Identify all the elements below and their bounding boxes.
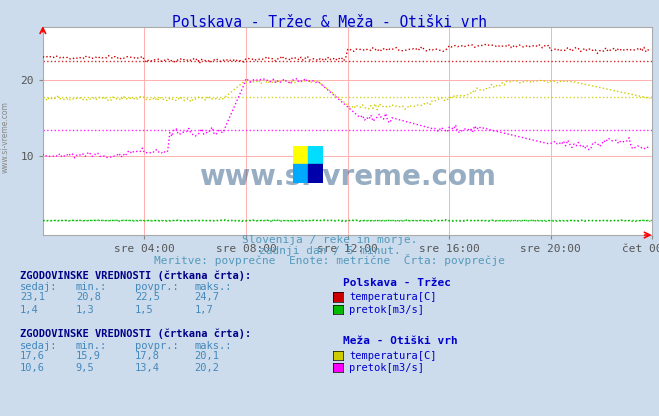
Bar xyxy=(308,164,323,183)
Text: 20,8: 20,8 xyxy=(76,292,101,302)
Text: 20,1: 20,1 xyxy=(194,351,219,361)
Text: 22,5: 22,5 xyxy=(135,292,160,302)
Text: povpr.:: povpr.: xyxy=(135,282,179,292)
Text: 1,7: 1,7 xyxy=(194,305,213,315)
Text: 1,5: 1,5 xyxy=(135,305,154,315)
Text: min.:: min.: xyxy=(76,282,107,292)
Text: 17,8: 17,8 xyxy=(135,351,160,361)
Text: ZGODOVINSKE VREDNOSTI (črtkana črta):: ZGODOVINSKE VREDNOSTI (črtkana črta): xyxy=(20,270,251,281)
Text: 24,7: 24,7 xyxy=(194,292,219,302)
Bar xyxy=(308,146,323,164)
Text: sedaj:: sedaj: xyxy=(20,282,57,292)
Text: www.si-vreme.com: www.si-vreme.com xyxy=(1,102,10,173)
Text: 1,3: 1,3 xyxy=(76,305,94,315)
Text: 15,9: 15,9 xyxy=(76,351,101,361)
Text: pretok[m3/s]: pretok[m3/s] xyxy=(349,363,424,373)
Text: 9,5: 9,5 xyxy=(76,363,94,373)
Text: pretok[m3/s]: pretok[m3/s] xyxy=(349,305,424,315)
Bar xyxy=(293,164,308,183)
Text: Polskava - Tržec & Meža - Otiški vrh: Polskava - Tržec & Meža - Otiški vrh xyxy=(172,15,487,30)
Text: 1,4: 1,4 xyxy=(20,305,38,315)
Text: www.si-vreme.com: www.si-vreme.com xyxy=(199,163,496,191)
Text: sedaj:: sedaj: xyxy=(20,341,57,351)
Text: Polskava - Tržec: Polskava - Tržec xyxy=(343,278,451,288)
Text: ZGODOVINSKE VREDNOSTI (črtkana črta):: ZGODOVINSKE VREDNOSTI (črtkana črta): xyxy=(20,329,251,339)
Text: temperatura[C]: temperatura[C] xyxy=(349,351,437,361)
Text: Meža - Otiški vrh: Meža - Otiški vrh xyxy=(343,337,457,347)
Bar xyxy=(293,146,308,164)
Text: Slovenija / reke in morje.: Slovenija / reke in morje. xyxy=(242,235,417,245)
Text: 20,2: 20,2 xyxy=(194,363,219,373)
Text: 23,1: 23,1 xyxy=(20,292,45,302)
Text: maks.:: maks.: xyxy=(194,341,232,351)
Text: povpr.:: povpr.: xyxy=(135,341,179,351)
Text: Meritve: povprečne  Enote: metrične  Črta: povprečje: Meritve: povprečne Enote: metrične Črta:… xyxy=(154,254,505,266)
Text: 17,6: 17,6 xyxy=(20,351,45,361)
Text: 10,6: 10,6 xyxy=(20,363,45,373)
Text: maks.:: maks.: xyxy=(194,282,232,292)
Text: 13,4: 13,4 xyxy=(135,363,160,373)
Text: temperatura[C]: temperatura[C] xyxy=(349,292,437,302)
Text: zadnji dan / 5 minut.: zadnji dan / 5 minut. xyxy=(258,246,401,256)
Text: min.:: min.: xyxy=(76,341,107,351)
